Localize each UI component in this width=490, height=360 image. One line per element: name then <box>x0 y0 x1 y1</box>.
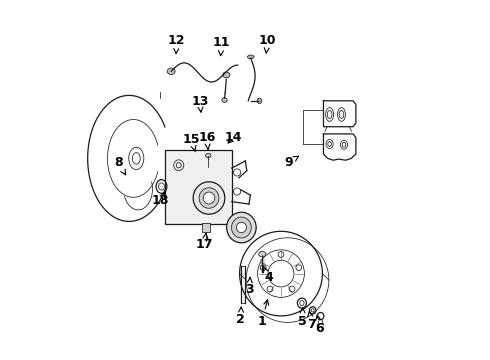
Text: 13: 13 <box>191 95 209 112</box>
Ellipse shape <box>257 98 262 104</box>
Ellipse shape <box>167 68 175 75</box>
Ellipse shape <box>236 222 246 233</box>
Ellipse shape <box>193 182 225 214</box>
Text: 16: 16 <box>198 131 216 150</box>
Ellipse shape <box>222 98 227 102</box>
Ellipse shape <box>289 286 295 292</box>
Text: 14: 14 <box>225 131 242 144</box>
Text: 11: 11 <box>213 36 230 56</box>
FancyBboxPatch shape <box>202 223 210 232</box>
Text: 6: 6 <box>316 315 324 335</box>
Ellipse shape <box>247 55 254 59</box>
Ellipse shape <box>206 153 211 158</box>
Text: 10: 10 <box>259 34 276 53</box>
Text: 18: 18 <box>152 192 169 207</box>
Text: 12: 12 <box>168 34 185 54</box>
FancyBboxPatch shape <box>165 150 232 224</box>
Ellipse shape <box>227 212 256 243</box>
Ellipse shape <box>199 188 219 208</box>
Ellipse shape <box>222 72 230 78</box>
Ellipse shape <box>260 265 266 271</box>
Text: 2: 2 <box>236 307 245 326</box>
Ellipse shape <box>259 252 266 257</box>
Text: 4: 4 <box>263 266 273 284</box>
Ellipse shape <box>296 265 302 271</box>
Text: 1: 1 <box>258 300 269 328</box>
Text: 5: 5 <box>298 308 307 328</box>
Ellipse shape <box>278 252 284 257</box>
Ellipse shape <box>231 217 251 238</box>
Text: 7: 7 <box>307 311 316 331</box>
Text: 8: 8 <box>114 156 125 175</box>
Ellipse shape <box>267 286 273 292</box>
Text: 15: 15 <box>183 133 200 152</box>
Text: 3: 3 <box>245 277 254 296</box>
Ellipse shape <box>203 192 215 204</box>
Text: 9: 9 <box>284 156 298 169</box>
Text: 17: 17 <box>196 233 214 251</box>
